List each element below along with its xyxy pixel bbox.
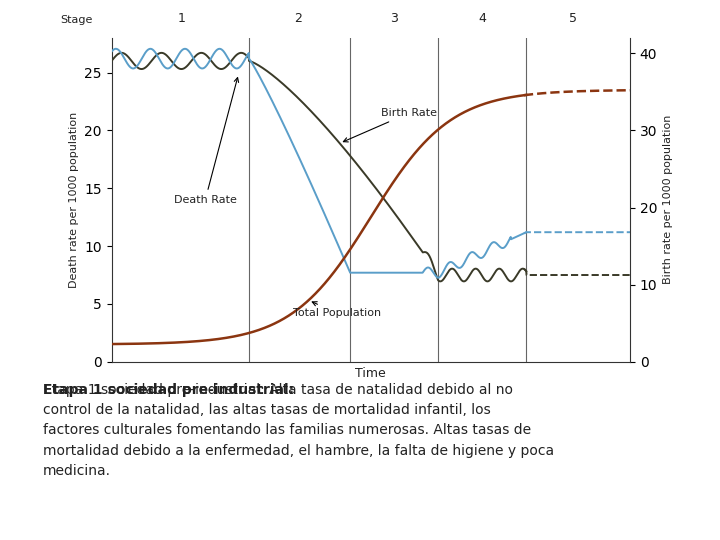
Text: 2: 2 <box>294 12 302 25</box>
Text: Stage: Stage <box>60 15 92 25</box>
Y-axis label: Birth rate per 1000 population: Birth rate per 1000 population <box>663 115 673 285</box>
Text: 1: 1 <box>178 12 186 25</box>
Y-axis label: Death rate per 1000 population: Death rate per 1000 population <box>68 112 78 288</box>
Text: Etapa 1 sociedad pre-industrial: Alta tasa de natalidad debido al no
control de : Etapa 1 sociedad pre-industrial: Alta ta… <box>43 383 554 477</box>
Text: 3: 3 <box>390 12 398 25</box>
Text: Etapa 1 sociedad pre-industrial:: Etapa 1 sociedad pre-industrial: <box>43 383 294 397</box>
Text: Death Rate: Death Rate <box>174 78 238 205</box>
Text: Total Population: Total Population <box>293 302 381 318</box>
Text: Birth Rate: Birth Rate <box>343 108 437 142</box>
Text: 5: 5 <box>569 12 577 25</box>
Text: 4: 4 <box>478 12 486 25</box>
X-axis label: Time: Time <box>356 367 386 380</box>
